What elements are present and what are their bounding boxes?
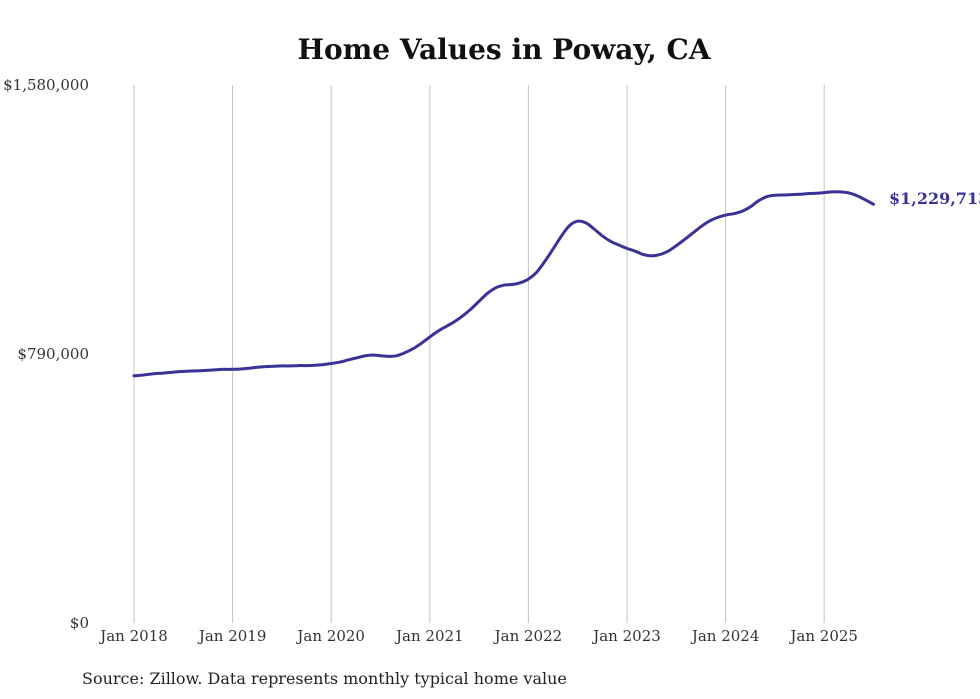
- y-tick-label: $0: [70, 614, 89, 632]
- x-tick-label: Jan 2023: [591, 627, 661, 645]
- x-tick-label: Jan 2022: [493, 627, 563, 645]
- x-tick-label: Jan 2019: [197, 627, 267, 645]
- y-tick-label: $1,580,000: [3, 76, 89, 94]
- end-value-label: $1,229,713: [889, 189, 980, 208]
- x-axis-ticks: Jan 2018 Jan 2019 Jan 2020 Jan 2021 Jan 2022…: [98, 627, 858, 645]
- gridlines: [133, 85, 825, 623]
- x-tick-label: Jan 2021: [394, 627, 464, 645]
- series-line: [132, 190, 875, 378]
- source-note: Source: Zillow. Data represents monthly …: [82, 669, 567, 688]
- y-tick-label: $790,000: [17, 345, 89, 363]
- chart-title: Home Values in Poway, CA: [298, 33, 712, 66]
- x-tick-label: Jan 2020: [295, 627, 365, 645]
- x-tick-label: Jan 2018: [98, 627, 168, 645]
- y-axis-ticks: $0 $790,000 $1,580,000: [3, 76, 89, 632]
- x-tick-label: Jan 2024: [690, 627, 760, 645]
- x-tick-label: Jan 2025: [788, 627, 858, 645]
